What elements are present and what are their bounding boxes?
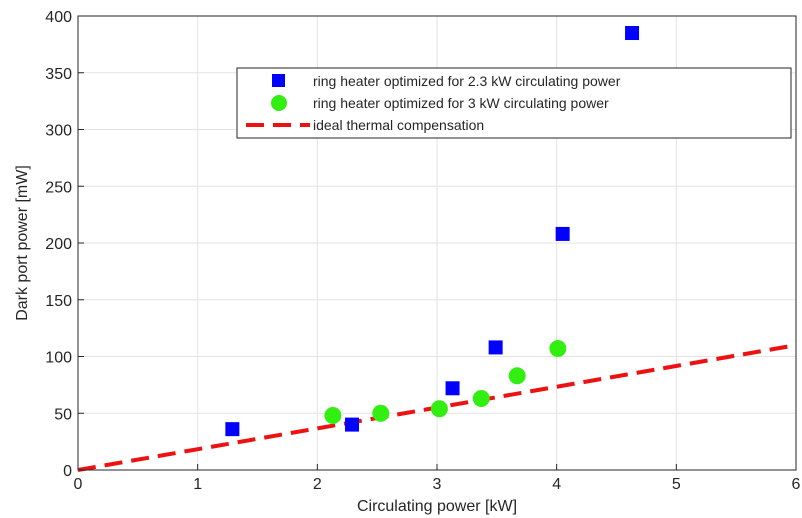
x-tick-label: 2	[313, 476, 322, 493]
data-point-circle	[430, 400, 448, 418]
data-point-circle	[549, 340, 567, 358]
data-point-square	[345, 417, 360, 432]
y-tick-label: 250	[45, 179, 72, 196]
y-tick-label: 200	[45, 236, 72, 253]
y-tick-label: 350	[45, 66, 72, 83]
legend-marker-circle	[271, 95, 287, 111]
data-point-square	[555, 226, 570, 241]
x-axis-label: Circulating power [kW]	[357, 498, 517, 515]
data-point-circle	[372, 404, 390, 422]
data-points	[225, 26, 640, 437]
data-point-circle	[472, 389, 490, 407]
x-tick-label: 0	[74, 476, 83, 493]
legend: ring heater optimized for 2.3 kW circula…	[236, 67, 792, 139]
data-point-square	[445, 381, 460, 396]
legend-label-series-3: ideal thermal compensation	[313, 117, 484, 133]
legend-box	[236, 67, 792, 139]
data-point-circle	[324, 407, 342, 425]
x-tick-label: 6	[792, 476, 801, 493]
plot-frame	[77, 15, 797, 471]
data-point-square	[225, 422, 240, 437]
x-tick-label: 4	[552, 476, 561, 493]
y-tick-label: 400	[45, 9, 72, 26]
legend-label-series-2: ring heater optimized for 3 kW circulati…	[313, 95, 609, 111]
y-axis-label: Dark port power [mW]	[14, 165, 31, 321]
y-tick-label: 50	[54, 406, 72, 423]
x-tick-label: 1	[193, 476, 202, 493]
legend-marker-square	[272, 74, 285, 87]
data-point-square	[625, 26, 640, 41]
x-tick-label: 5	[672, 476, 681, 493]
tick-labels: 0 1 2 3 4 5 6 0 50 100 150 200 250 300 350 400	[45, 9, 800, 493]
data-point-circle	[508, 367, 526, 385]
y-tick-label: 100	[45, 350, 72, 367]
legend-label-series-1: ring heater optimized for 2.3 kW circula…	[313, 73, 621, 89]
data-point-square	[488, 340, 503, 355]
y-tick-label: 0	[63, 463, 72, 480]
x-tick-label: 3	[433, 476, 442, 493]
y-tick-label: 150	[45, 293, 72, 310]
y-tick-label: 300	[45, 123, 72, 140]
